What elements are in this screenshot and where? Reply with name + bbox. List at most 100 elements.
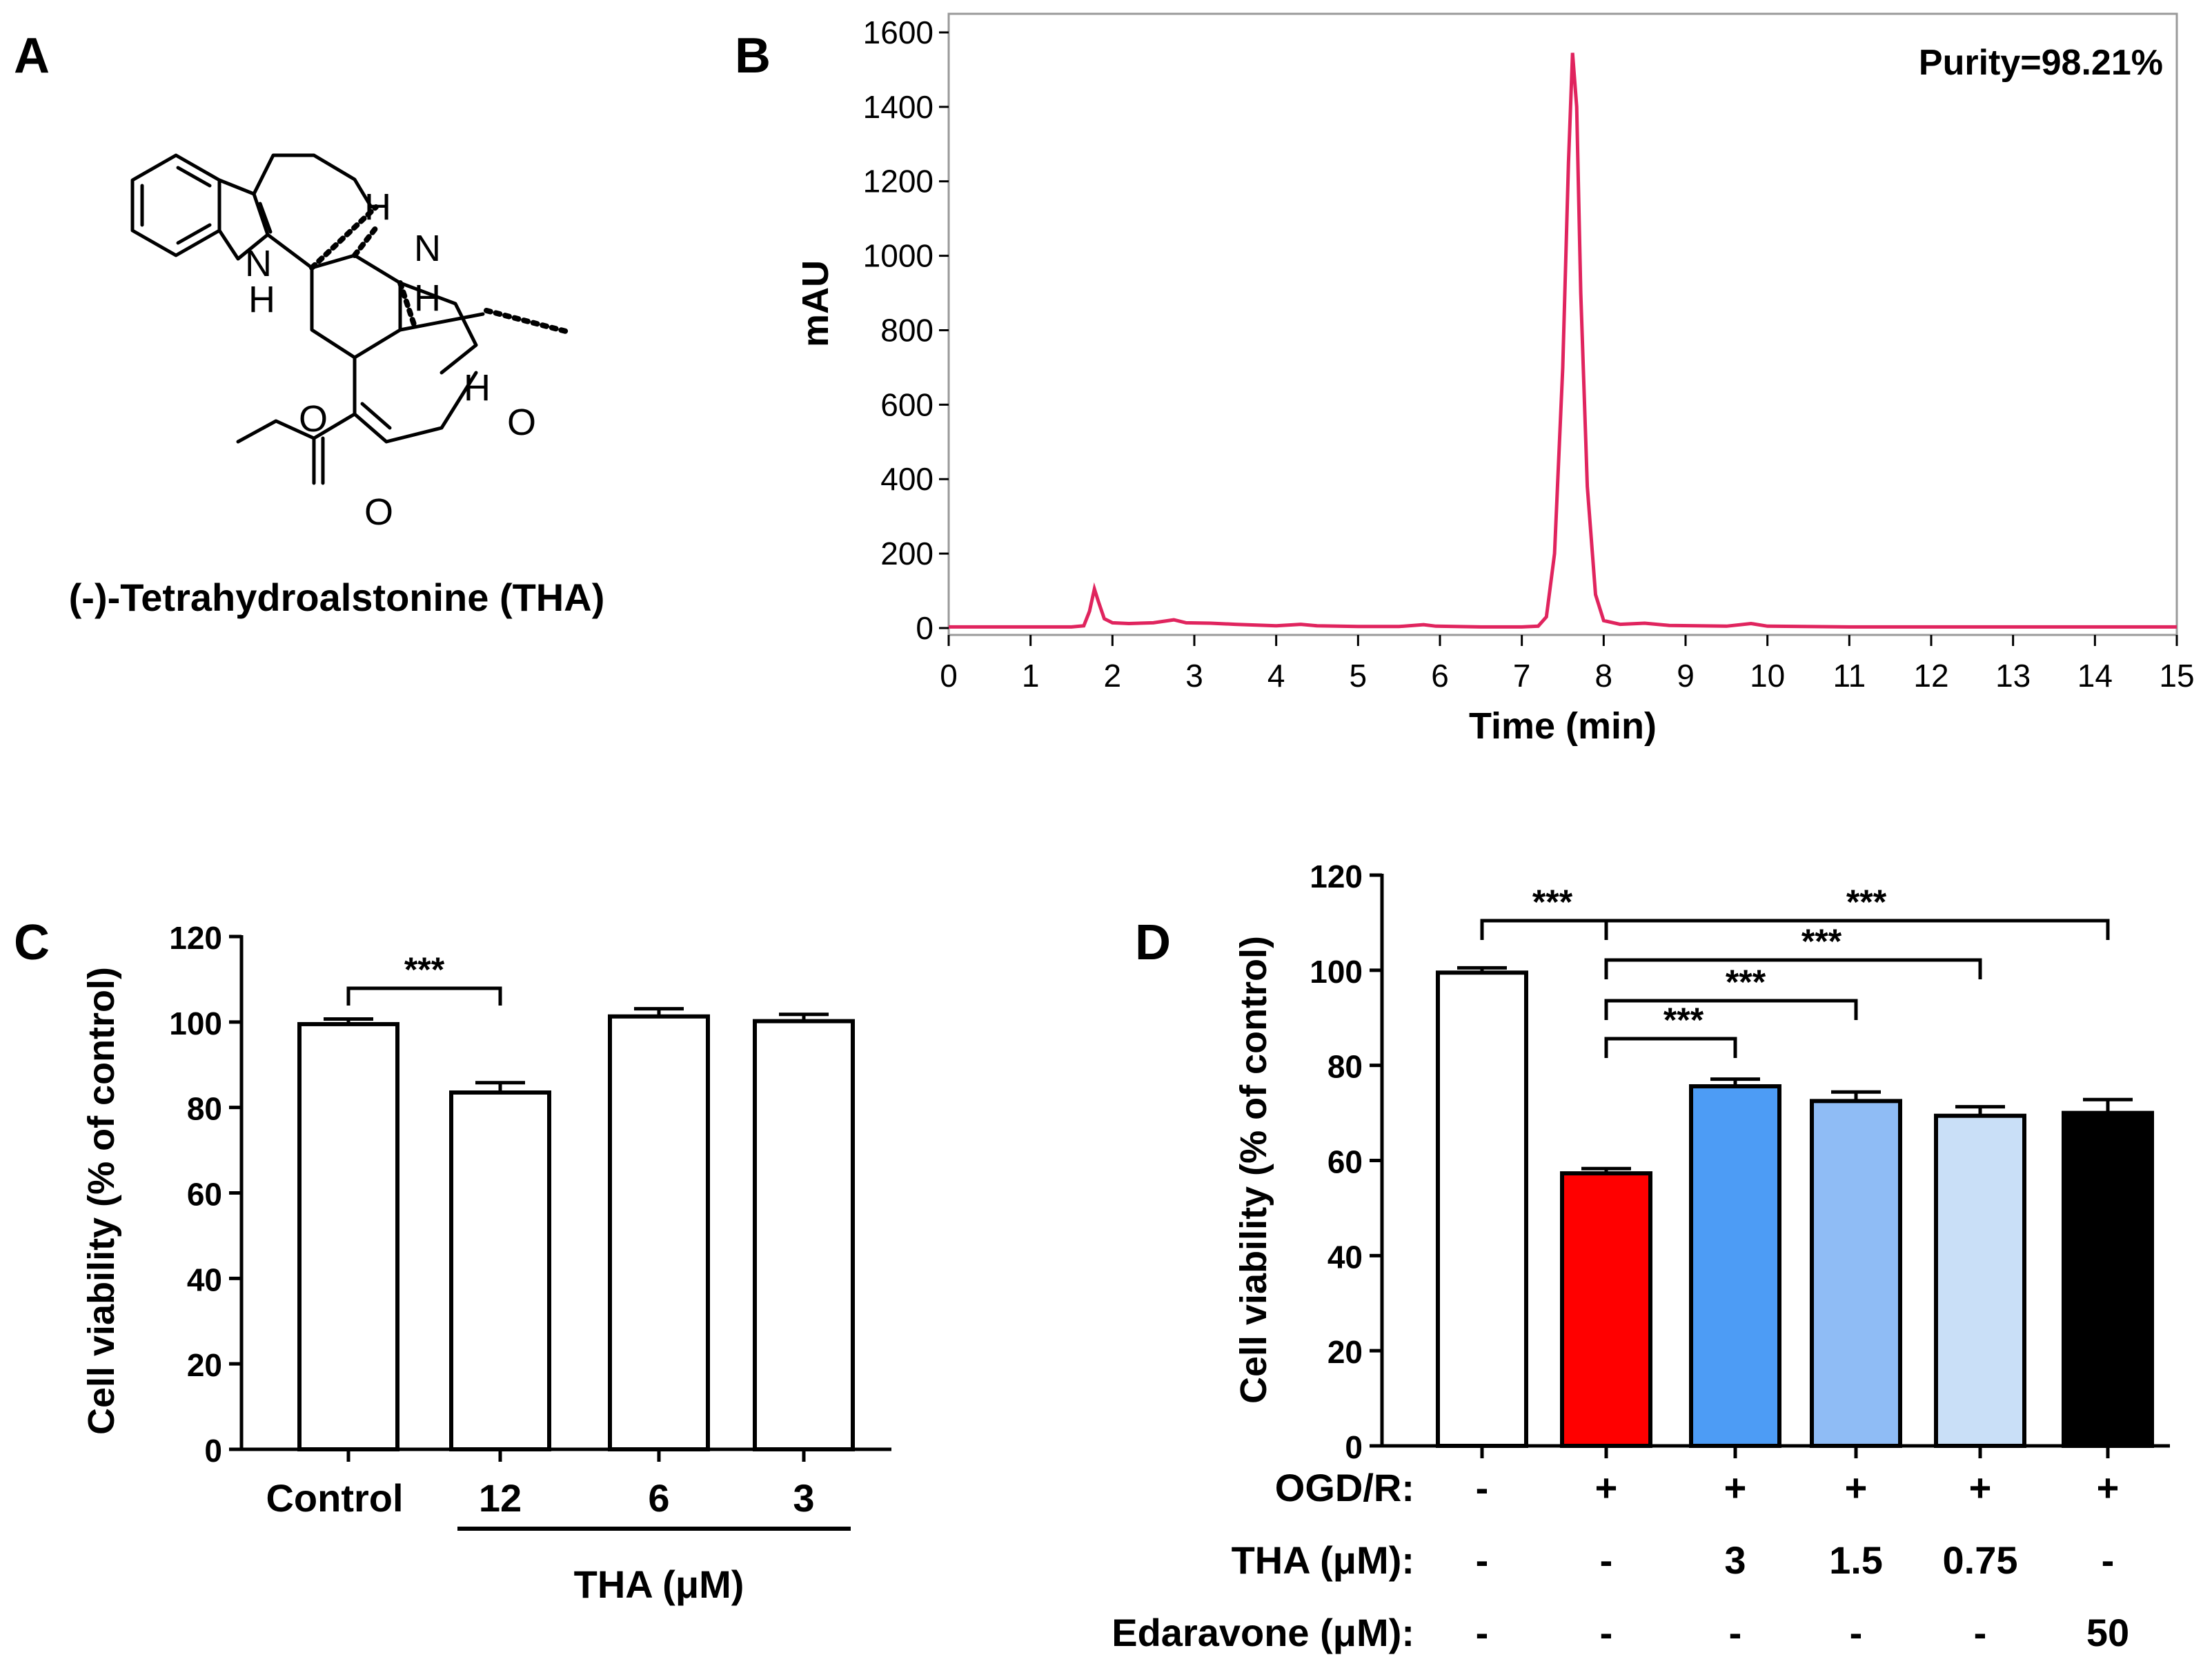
d-significance-stars: *** xyxy=(1726,963,1766,1001)
d-condition-value: - xyxy=(1600,1611,1613,1654)
b-y-tick-label: 1400 xyxy=(863,89,934,125)
b-x-tick-label: 3 xyxy=(1185,658,1203,694)
c-y-axis-title: Cell viability (% of control) xyxy=(81,967,122,1435)
d-condition-value: 1.5 xyxy=(1829,1538,1883,1582)
b-x-tick-label: 15 xyxy=(2159,658,2194,694)
d-condition-value: + xyxy=(1724,1466,1747,1509)
d-y-tick-label: 20 xyxy=(1327,1334,1363,1370)
b-y-tick-label: 400 xyxy=(880,461,934,497)
ester-group xyxy=(236,412,357,485)
d-condition-value: - xyxy=(1600,1538,1613,1582)
c-bar xyxy=(297,1021,399,1452)
b-x-ticks: 0 1 2 3 4 5 6 7 8 9 10 11 12 13 14 15 xyxy=(940,635,2195,694)
enol-double-bond xyxy=(360,402,392,430)
c-category-label: 3 xyxy=(793,1476,814,1520)
d-condition-value: + xyxy=(1845,1466,1868,1509)
b-x-tick-label: 4 xyxy=(1267,658,1285,694)
d-condition-value: - xyxy=(2102,1538,2115,1582)
b-x-tick-label: 10 xyxy=(1750,658,1785,694)
b-y-tick-label: 800 xyxy=(880,312,934,348)
b-x-tick-label: 1 xyxy=(1022,658,1040,694)
c-y-tick-label: 40 xyxy=(187,1262,222,1297)
c-y-tick-label: 60 xyxy=(187,1177,222,1213)
b-x-tick-label: 12 xyxy=(1913,658,1948,694)
d-condition-value: 50 xyxy=(2086,1611,2129,1654)
c-significance-bracket xyxy=(346,986,502,1006)
c-significance-stars: *** xyxy=(404,950,445,989)
b-y-axis-title: mAU xyxy=(795,260,836,347)
d-bar xyxy=(1934,1113,2026,1449)
d-bar xyxy=(2062,1110,2154,1449)
d-condition-row-label: OGD/R: xyxy=(1275,1466,1414,1509)
atom-label-h1: H xyxy=(364,186,391,228)
c-y-tick-label: 0 xyxy=(204,1433,222,1469)
c-y-tick-label: 20 xyxy=(187,1347,222,1383)
d-condition-row-label: THA (μM): xyxy=(1232,1538,1414,1582)
atom-label-n: N xyxy=(414,228,441,269)
h-hash-bond-2 xyxy=(397,280,417,327)
d-significance-stars: *** xyxy=(1532,883,1573,921)
b-x-tick-label: 13 xyxy=(1995,658,2031,694)
h-hash-bond-3 xyxy=(309,204,379,271)
molecule-structure xyxy=(130,153,569,485)
d-significance-bracket xyxy=(1604,958,1982,979)
d-condition-value: 0.75 xyxy=(1943,1538,2018,1582)
b-x-tick-label: 7 xyxy=(1513,658,1531,694)
d-condition-value: - xyxy=(1729,1611,1742,1654)
c-category-label: Control xyxy=(266,1476,403,1520)
atom-label-h2: H xyxy=(414,277,441,319)
b-x-tick-label: 9 xyxy=(1677,658,1695,694)
pyrrole-double-bond xyxy=(258,202,273,234)
d-significance-bracket xyxy=(1604,1037,1737,1058)
d-condition-value: - xyxy=(1850,1611,1863,1654)
panel-d-letter: D xyxy=(1135,915,1171,970)
b-y-tick-label: 1600 xyxy=(863,14,934,50)
atom-label-o-ring: O xyxy=(507,402,536,443)
b-x-axis-title: Time (min) xyxy=(1469,705,1657,747)
b-x-tick-label: 11 xyxy=(1833,658,1866,694)
atom-label-o-carbonyl: O xyxy=(364,491,393,533)
c-bar xyxy=(753,1019,855,1451)
ring-e xyxy=(398,281,485,375)
d-condition-value: 3 xyxy=(1724,1538,1746,1582)
panel-a-letter: A xyxy=(14,28,50,84)
b-x-tick-label: 14 xyxy=(2077,658,2113,694)
b-y-tick-label: 0 xyxy=(916,610,934,646)
c-bar xyxy=(608,1014,710,1451)
c-y-tick-label: 120 xyxy=(169,920,222,956)
b-x-tick-label: 0 xyxy=(940,658,958,694)
b-x-tick-label: 8 xyxy=(1595,658,1613,694)
d-condition-table: OGD/R: - + + + + + THA (μM): - - 3 1.5 0.75 - Edaravon… xyxy=(1112,1466,2129,1654)
d-condition-value: - xyxy=(1974,1611,1987,1654)
d-significance-bracket xyxy=(1604,999,1858,1020)
atom-label-h3: H xyxy=(464,367,491,409)
b-x-tick-label: 2 xyxy=(1104,658,1122,694)
compound-caption: (-)-Tetrahydroalstonine (THA) xyxy=(69,576,605,619)
b-x-tick-label: 5 xyxy=(1350,658,1367,694)
d-significance-stars: *** xyxy=(1846,883,1887,921)
b-y-tick-label: 1000 xyxy=(863,238,934,274)
d-significance-bracket xyxy=(1604,919,2110,940)
c-category-label: 6 xyxy=(648,1476,669,1520)
c-y-tick-label: 100 xyxy=(169,1006,222,1041)
c-category-label: 12 xyxy=(479,1476,522,1520)
d-condition-value: - xyxy=(1476,1466,1489,1509)
atom-label-nh-h: H xyxy=(248,279,275,320)
h-hash-bond-1 xyxy=(352,225,379,258)
d-bar xyxy=(1689,1084,1781,1448)
b-y-ticks: 0 200 400 600 800 1000 1200 1400 1600 xyxy=(863,14,949,646)
d-condition-value: + xyxy=(1595,1466,1618,1509)
atom-label-o-ester: O xyxy=(299,398,328,440)
panel-c-letter: C xyxy=(14,915,50,970)
d-y-tick-label: 40 xyxy=(1327,1239,1363,1275)
atom-labels: N H H N H H O O O xyxy=(245,186,536,533)
d-y-tick-label: 80 xyxy=(1327,1049,1363,1085)
panel-d: D Cell viability (% of control) 0 20 40 60 8… xyxy=(1112,859,2170,1654)
d-bar xyxy=(1560,1171,1652,1449)
ring-d xyxy=(310,253,402,360)
d-condition-row-label: Edaravone (μM): xyxy=(1112,1611,1414,1654)
purity-annotation: Purity=98.21% xyxy=(1919,43,2163,83)
b-y-tick-label: 200 xyxy=(880,536,934,571)
